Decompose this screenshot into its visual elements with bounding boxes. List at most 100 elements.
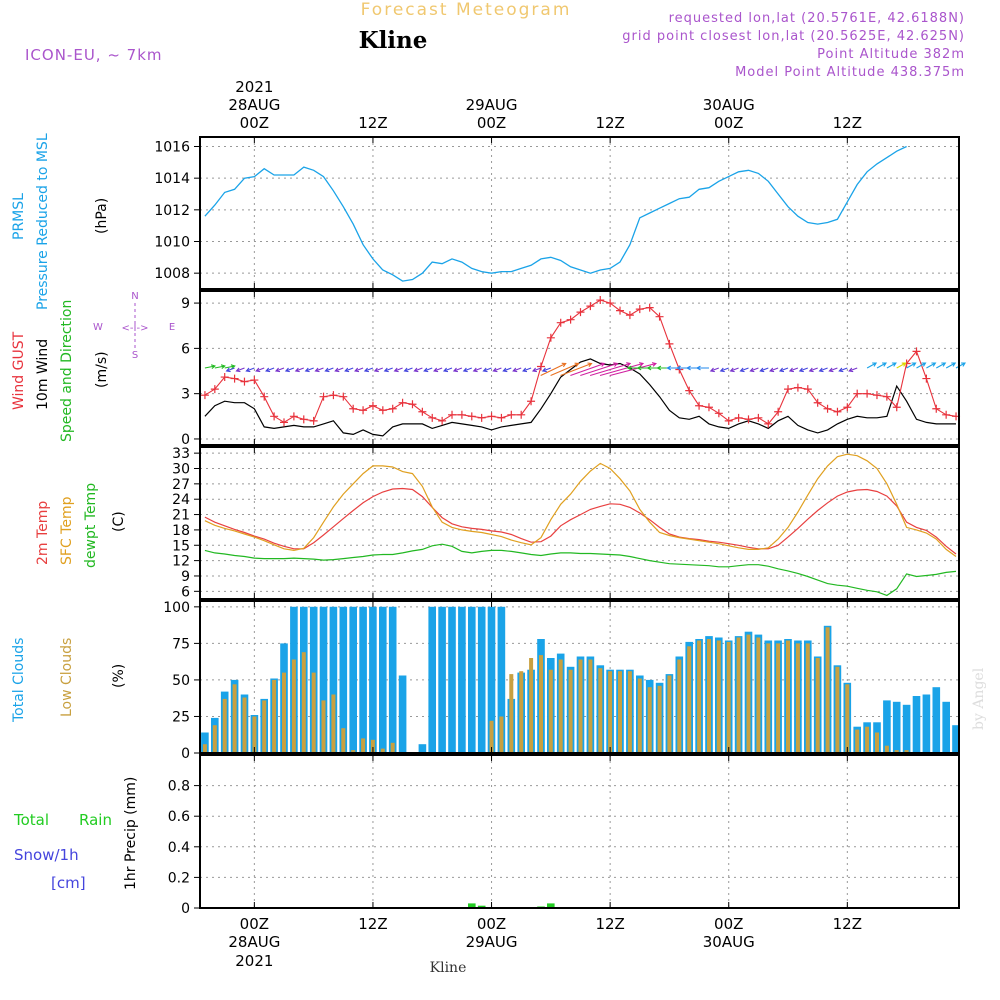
top-time-label: 00Z [477, 114, 506, 132]
top-time-label: 00Z [714, 114, 743, 132]
wind-gust-marker [517, 410, 526, 419]
wind-direction-arrow [808, 367, 818, 373]
wind-direction-arrow [235, 367, 245, 373]
low-cloud-bar [301, 652, 306, 753]
wind-direction-arrow [759, 367, 769, 373]
wind-gust-marker [388, 404, 397, 413]
sfc-temp-label: SFC Temp [59, 496, 75, 565]
wind-direction-arrow [541, 367, 551, 373]
chart-title: Forecast Meteogram [361, 0, 572, 20]
top-time-label: 29AUG [466, 96, 518, 114]
low-cloud-bar [815, 658, 820, 753]
top-time-label: 28AUG [228, 96, 280, 114]
location-title: Kline [359, 27, 428, 54]
wind-gust-marker [704, 403, 713, 412]
y-tick-label: 0 [181, 432, 190, 448]
wind-direction-arrow [818, 367, 828, 373]
y-tick-label: 0 [181, 901, 190, 917]
wind-gust-marker [695, 401, 704, 410]
wind-direction-arrow [442, 367, 453, 373]
wind-gust-marker [280, 418, 289, 427]
wind-gust-marker [398, 398, 407, 407]
low-cloud-bar [262, 700, 267, 753]
low-cloud-bar [539, 655, 543, 753]
low-cloud-bar [677, 659, 682, 753]
rain-bar [477, 905, 486, 908]
pressure-line [204, 145, 907, 282]
wind-direction-arrow [540, 362, 567, 376]
y-tick-label: 9 [181, 569, 190, 585]
total-cloud-bar [359, 606, 367, 753]
bottom-time-label: 29AUG [466, 933, 518, 951]
wind-speed-direction-label: Speed and Direction [59, 300, 75, 442]
wind-gust-marker [833, 407, 842, 416]
total-cloud-bar [922, 694, 931, 753]
wind-direction-arrow [769, 367, 779, 373]
total-cloud-bar [892, 701, 901, 753]
low-cloud-bar [845, 684, 850, 753]
temp-2m-label: 2m Temp [35, 501, 51, 565]
wind-direction-arrow [452, 367, 463, 373]
total-cloud-bar [477, 606, 486, 753]
low-cloud-bar [657, 685, 662, 753]
grid-layer [200, 137, 959, 909]
wind-gust-marker [546, 333, 555, 342]
wind-direction-arrow [570, 362, 606, 377]
wind-gust-marker [270, 412, 279, 421]
wind-gust-marker [625, 311, 634, 320]
total-cloud-bar [448, 606, 456, 753]
total-cloud-bar [932, 687, 941, 753]
wind-gust-marker [823, 404, 832, 413]
temp-unit: (C) [111, 511, 127, 532]
wind-gust-marker [803, 385, 812, 394]
total-cloud-bar [428, 606, 436, 753]
bottom-time-label: 30AUG [703, 933, 755, 951]
y-tick-label: 1010 [154, 235, 190, 251]
y-tick-label: 25 [172, 709, 190, 725]
wind-gust-marker [220, 373, 229, 382]
grid-point-coords: grid point closest lon,lat (20.5625E, 42… [622, 29, 965, 44]
low-cloud-bar [311, 672, 316, 753]
y-tick-label: 75 [172, 636, 190, 652]
point-altitude: Point Altitude 382m [817, 47, 965, 62]
total-cloud-bar [912, 696, 921, 753]
low-cloud-bar [835, 666, 840, 753]
wind-gust-marker [428, 413, 437, 422]
low-cloud-bar [667, 675, 672, 753]
footer-location: Kline [430, 960, 467, 976]
wind-direction-arrow [354, 367, 364, 373]
y-tick-label: 6 [181, 584, 190, 600]
top-time-label: 30AUG [703, 96, 755, 114]
frame-layer [194, 136, 960, 909]
low-cloud-bar [380, 748, 385, 753]
low-cloud-bar [212, 725, 217, 753]
wind-direction-arrow [255, 367, 265, 373]
wind-gust-marker [250, 376, 259, 385]
compass-south: S [132, 350, 138, 361]
wind-direction-arrow [838, 367, 848, 373]
sfc-temp-line [204, 453, 957, 557]
y-tick-label: 0.2 [168, 870, 190, 886]
panel-frame [199, 446, 960, 600]
y-tick-label: 100 [163, 600, 190, 616]
wind-direction-arrow [876, 362, 888, 369]
wind-gust-marker [477, 413, 486, 422]
wind-direction-arrow [866, 362, 878, 369]
total-cloud-bar [319, 606, 328, 753]
bottom-time-label: 2021 [235, 952, 273, 970]
wind-gust-marker [408, 400, 417, 409]
wind-gust-marker [784, 385, 793, 394]
bottom-time-label: 12Z [595, 915, 624, 933]
bottom-time-label: 00Z [714, 915, 743, 933]
low-cloud-bar [578, 659, 583, 753]
wind-direction-arrow [245, 367, 255, 373]
wind-direction-arrow [403, 367, 413, 373]
y-tick-label: 21 [172, 508, 190, 524]
temp-2m-line [204, 487, 957, 555]
wind-speed-line [204, 358, 956, 437]
wind-direction-arrow [589, 362, 632, 377]
total-cloud-bar [339, 606, 348, 753]
wind-gust-marker [527, 397, 536, 406]
wind-gust-marker [872, 391, 881, 400]
low-cloud-bar [746, 634, 751, 753]
